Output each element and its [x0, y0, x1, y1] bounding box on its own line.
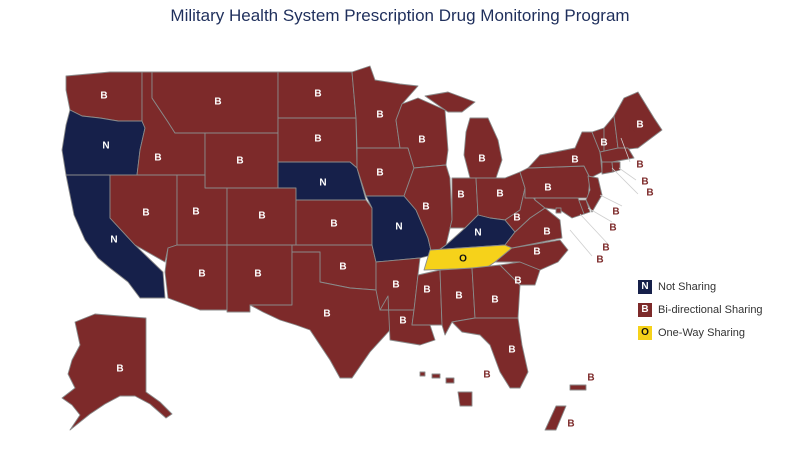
state-label-ma: B — [636, 160, 643, 171]
state-label-al: B — [455, 291, 462, 302]
state-nj[interactable] — [585, 175, 603, 213]
state-az[interactable] — [164, 244, 228, 311]
state-fl[interactable] — [451, 317, 529, 389]
state-label-ks: B — [330, 219, 337, 230]
state-label-tn: O — [459, 254, 467, 265]
state-label-mi: B — [478, 154, 485, 165]
state-hi[interactable] — [419, 371, 473, 407]
state-label-nm: B — [254, 269, 261, 280]
state-label-ca: N — [110, 235, 117, 246]
state-label-ri: B — [641, 177, 648, 188]
map-title: Military Health System Prescription Drug… — [170, 6, 630, 25]
state-ia[interactable] — [356, 147, 415, 197]
state-label-in: B — [457, 190, 464, 201]
legend-label: One-Way Sharing — [658, 327, 746, 339]
legend-swatch: O — [638, 326, 652, 340]
state-label-nc: B — [533, 247, 540, 258]
state-vi[interactable] — [544, 405, 567, 431]
state-label-mt: B — [214, 97, 221, 108]
state-label-ar: B — [392, 280, 399, 291]
legend-swatch: B — [638, 303, 652, 317]
state-label-ny: B — [571, 155, 578, 166]
state-label-ct: B — [646, 188, 653, 199]
state-label-va: B — [543, 227, 550, 238]
state-label-pa: B — [544, 183, 551, 194]
state-label-vi: B — [567, 419, 574, 430]
state-tx[interactable] — [249, 251, 391, 379]
state-label-nh: B — [628, 125, 635, 136]
state-label-ak: B — [116, 364, 123, 375]
state-label-tx: B — [323, 309, 330, 320]
state-sc[interactable] — [499, 261, 541, 286]
state-label-pr: B — [587, 373, 594, 384]
state-label-oh: B — [496, 189, 503, 200]
state-label-wa: B — [100, 91, 107, 102]
state-label-nv: B — [142, 208, 149, 219]
state-label-ok: B — [339, 262, 346, 273]
state-label-dc: B — [596, 255, 603, 266]
legend-item-b: B Bi-directional Sharing — [638, 302, 763, 318]
legend-swatch: N — [638, 280, 652, 294]
legend-item-o: O One-Way Sharing — [638, 325, 763, 341]
state-label-ia: B — [376, 168, 383, 179]
state-label-ga: B — [491, 295, 498, 306]
state-label-mn: B — [376, 110, 383, 121]
state-pa[interactable] — [519, 165, 591, 199]
state-label-ne: N — [319, 178, 326, 189]
callout-leader-lines — [569, 137, 639, 257]
state-label-il: B — [422, 202, 429, 213]
state-label-de: B — [609, 223, 616, 234]
state-ct[interactable] — [601, 161, 614, 175]
state-label-ky: N — [474, 228, 481, 239]
state-label-mo: N — [395, 222, 402, 233]
state-label-az: B — [198, 269, 205, 280]
state-dc[interactable] — [555, 207, 562, 214]
state-ak[interactable] — [61, 313, 173, 431]
state-label-nj: B — [612, 207, 619, 218]
state-label-hi: B — [483, 370, 490, 381]
state-label-id: B — [154, 153, 161, 164]
state-label-fl: B — [508, 345, 515, 356]
state-label-sc: B — [514, 276, 521, 287]
state-label-vt: B — [600, 138, 607, 149]
legend: N Not Sharing B Bi-directional Sharing O One-… — [638, 279, 763, 348]
state-pr[interactable] — [569, 384, 587, 391]
legend-label: Bi-directional Sharing — [658, 304, 763, 316]
state-label-wv: B — [513, 213, 520, 224]
state-label-la: B — [399, 316, 406, 327]
state-ri[interactable] — [611, 161, 621, 173]
state-label-ms: B — [423, 285, 430, 296]
state-label-me: B — [636, 120, 643, 131]
state-label-ut: B — [192, 207, 199, 218]
state-label-nd: B — [314, 89, 321, 100]
state-label-md: B — [602, 243, 609, 254]
state-label-wy: B — [236, 156, 243, 167]
state-label-sd: B — [314, 134, 321, 145]
state-label-co: B — [258, 211, 265, 222]
legend-item-n: N Not Sharing — [638, 279, 763, 295]
state-label-or: N — [102, 141, 109, 152]
legend-label: Not Sharing — [658, 281, 717, 293]
state-label-wi: B — [418, 135, 425, 146]
